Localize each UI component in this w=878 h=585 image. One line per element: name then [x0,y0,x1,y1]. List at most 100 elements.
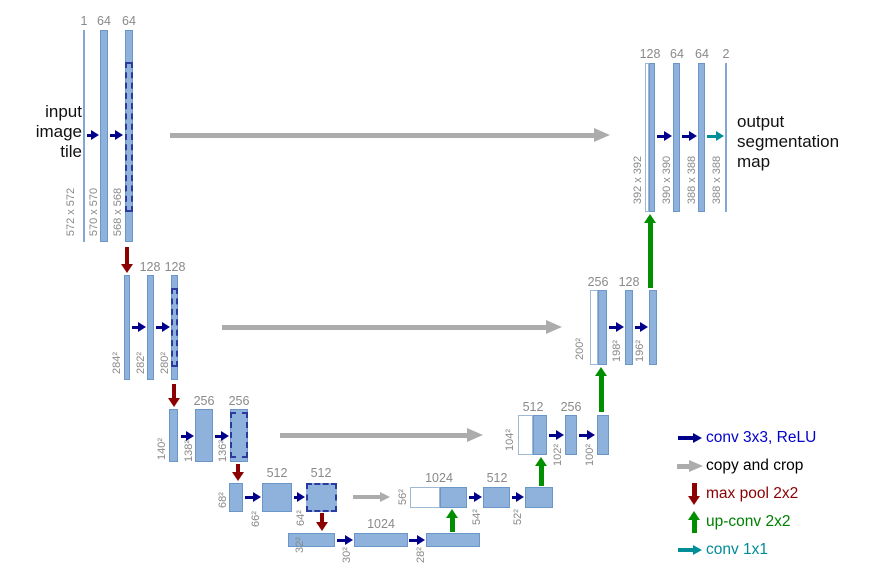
feature-map-line [725,63,727,212]
max-pool-arrow [168,384,180,407]
feature-map-bar [625,290,633,365]
feature-map-bar [483,487,510,508]
feature-size-label: 388 x 388 [711,155,723,205]
legend-item: conv 3x3, ReLU [676,426,816,450]
conv1x1-arrow [707,131,724,141]
channel-count-label: 2 [722,47,730,61]
feature-size-label: 280² [159,351,171,375]
legend-arrow-glyph [678,544,702,556]
feature-size-label: 104² [504,428,516,452]
feature-size-label: 54² [471,509,483,525]
legend-right-arrow-icon [676,426,706,450]
feature-size-label: 390 x 390 [661,155,673,205]
legend-item: conv 1x1 [676,538,816,562]
feature-map-bar [169,409,178,462]
copied-feature-map-bar [518,415,533,455]
channel-count-label: 128 [139,260,161,274]
feature-map-bar [262,483,292,512]
conv3x3-arrow [657,131,672,141]
legend-label: conv 3x3, ReLU [706,429,817,446]
channel-count-label: 256 [228,394,250,408]
legend-item: up-conv 2x2 [676,510,816,534]
feature-map-bar [597,415,609,455]
cropped-feature-map-bar [306,483,337,512]
up-conv-arrow [644,214,656,288]
legend-right-arrow-icon [676,454,706,478]
feature-map-bar [565,415,577,455]
output-segmentation-map-label: output segmentation map [737,112,840,171]
feature-size-label: 30² [341,547,353,563]
legend-arrow-glyph [688,483,700,505]
channel-count-label: 512 [310,466,332,480]
feature-size-label: 572 x 572 [65,187,77,237]
channel-count-label: 256 [560,400,582,414]
feature-map-line [83,30,85,242]
feature-size-label: 28² [415,547,427,563]
copy-crop-arrow [280,428,483,442]
max-pool-arrow [121,247,133,273]
legend-label: max pool 2x2 [706,485,799,502]
conv3x3-arrow [156,322,170,332]
channel-count-label: 512 [486,471,508,485]
copied-feature-map-bar [590,290,598,365]
feature-size-label: 570 x 570 [88,187,100,237]
feature-size-label: 392 x 392 [632,155,644,205]
copied-feature-map-bar [410,487,440,508]
channel-count-label: 64 [670,47,684,61]
copied-feature-map-bar [645,63,649,212]
feature-size-label: 52² [512,509,524,525]
legend-label: up-conv 2x2 [706,513,791,530]
feature-map-bar [673,63,680,212]
conv3x3-arrow [682,131,697,141]
feature-size-label: 388 x 388 [686,155,698,205]
copy-crop-arrow [222,320,562,334]
conv3x3-arrow [512,492,524,502]
up-conv-arrow [446,509,458,532]
conv3x3-arrow [215,431,229,441]
legend-down-arrow-icon [676,482,706,506]
feature-size-label: 102² [552,443,564,467]
channel-count-label: 64 [97,14,111,28]
channel-count-label: 128 [618,275,640,289]
feature-map-bar [533,415,547,455]
feature-map-bar [598,290,607,365]
legend-arrow-glyph [678,432,702,444]
channel-count-label: 1024 [367,517,395,531]
feature-map-bar [426,533,480,547]
conv3x3-arrow [549,430,564,440]
up-conv-arrow [595,367,607,412]
conv3x3-arrow [294,492,305,502]
feature-map-bar [147,275,154,380]
feature-size-label: 32² [294,537,306,553]
feature-map-bar [100,30,108,242]
up-conv-arrow [535,457,547,486]
legend-up-arrow-icon [676,510,706,534]
crop-region-outline [125,62,133,212]
feature-size-label: 568 x 568 [112,187,124,237]
feature-size-label: 138² [183,439,195,463]
conv3x3-arrow [181,431,194,441]
conv3x3-arrow [245,492,261,502]
legend-item: copy and crop [676,454,816,478]
channel-count-label: 256 [193,394,215,408]
feature-size-label: 140² [156,437,168,461]
feature-size-label: 282² [135,351,147,375]
conv3x3-arrow [87,130,99,140]
feature-size-label: 64² [295,510,307,526]
conv3x3-arrow [132,322,146,332]
crop-region-outline [171,288,178,367]
feature-map-bar [440,487,467,508]
feature-size-label: 200² [574,337,586,361]
conv3x3-arrow [110,130,123,140]
feature-map-bar [288,533,335,547]
conv3x3-arrow [579,430,595,440]
feature-map-bar [649,290,657,365]
max-pool-arrow [232,464,244,481]
channel-count-label: 64 [122,14,136,28]
channel-count-label: 128 [164,260,186,274]
feature-map-bar [525,487,553,508]
copy-crop-arrow [353,492,390,502]
conv3x3-arrow [609,322,624,332]
legend: conv 3x3, ReLU copy and crop max pool 2x2 u… [676,426,816,566]
